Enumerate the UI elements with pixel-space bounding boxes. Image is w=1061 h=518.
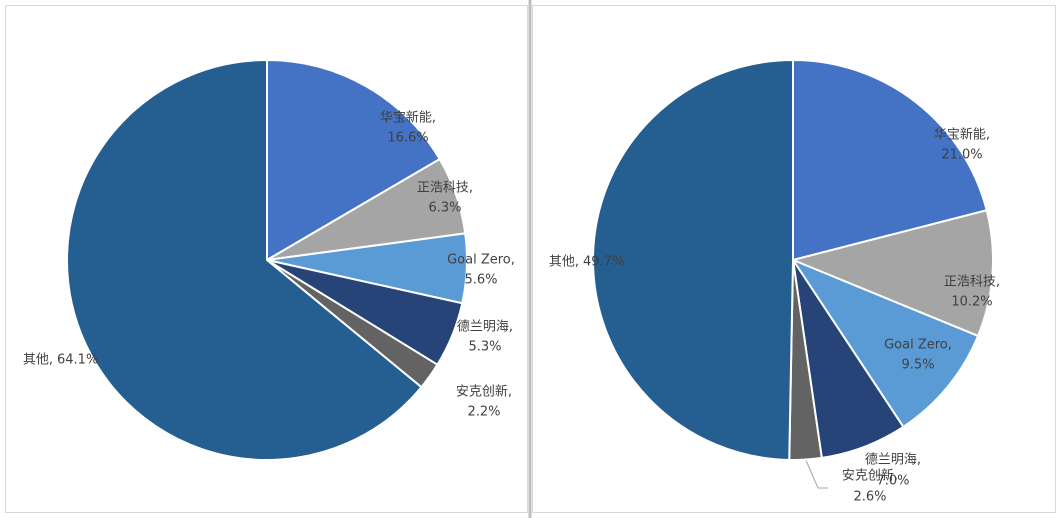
slice-label: Goal Zero, <box>884 338 952 353</box>
slice-label: 其他, <box>549 255 579 270</box>
slice-label: 正浩科技, <box>944 275 1000 290</box>
slice-value-label: 21.0% <box>941 148 982 163</box>
slice-value-label: 5.6% <box>464 273 497 288</box>
panel-border <box>532 5 1056 513</box>
pie-slice <box>789 209 994 338</box>
slice-value-label: 9.5% <box>901 358 934 373</box>
slice-label: 德兰明海, <box>865 453 921 468</box>
slice-value-label: 7.0% <box>876 474 909 489</box>
panel-border <box>5 5 528 513</box>
slice-value-label: 64.1% <box>57 353 98 368</box>
slice-label: 华宝新能, <box>934 127 990 143</box>
pie-slice <box>592 58 794 461</box>
pie-slice <box>66 58 423 461</box>
slice-label: 安克创新, <box>456 384 512 400</box>
slice-label: 其他, <box>23 353 53 368</box>
slice-value-label: 6.3% <box>428 201 461 216</box>
slice-label: 正浩科技, <box>417 181 473 196</box>
slice-value-label: 49.7% <box>583 255 624 270</box>
slice-label: 德兰明海, <box>457 320 513 335</box>
slice-value-label: 2.2% <box>467 405 500 420</box>
pie-slice <box>266 58 442 262</box>
slice-value-label: 10.2% <box>951 295 992 310</box>
slice-label: 安克创新, <box>842 468 898 484</box>
slice-value-label: 2.6% <box>853 490 886 505</box>
pie-slice <box>790 257 980 429</box>
slice-value-label: 16.6% <box>387 131 428 146</box>
leader-line <box>804 457 828 489</box>
slice-value-label: 5.3% <box>468 340 501 355</box>
slice-label: Goal Zero, <box>447 253 515 268</box>
slice-label: 华宝新能, <box>380 110 436 126</box>
pie-slice <box>792 58 988 262</box>
